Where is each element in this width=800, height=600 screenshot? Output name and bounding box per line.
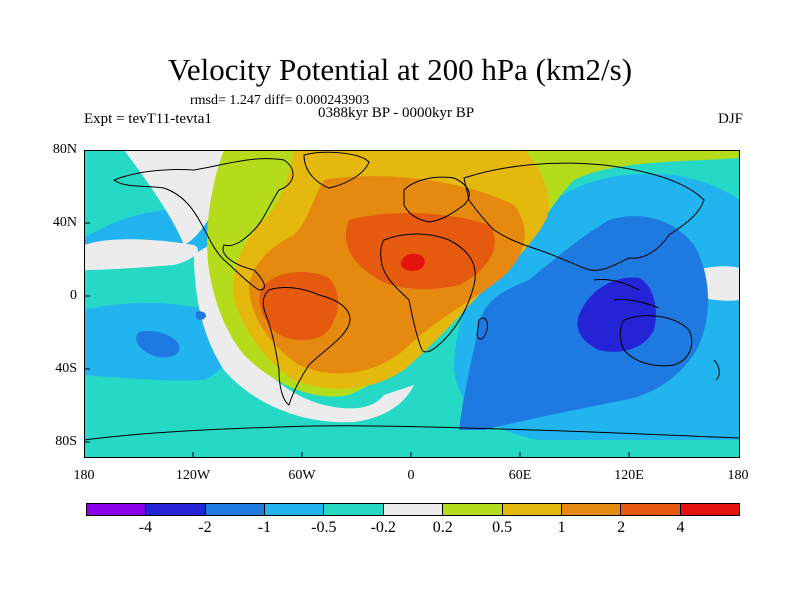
lat-label-80s: 80S [55, 434, 77, 449]
lon-label-120w: 120W [175, 468, 211, 483]
lat-label-80n: 80N [52, 142, 77, 157]
colorbar-cell [265, 504, 325, 515]
colorbar-cell [680, 504, 739, 515]
level-white-andes-band [194, 230, 414, 423]
colorbar-cell [502, 504, 562, 515]
level-dark-blue [577, 277, 656, 352]
lat-label-40n: 40N [52, 215, 77, 230]
colorbar-label: 0.5 [492, 519, 513, 536]
colorbar-label: 0.2 [432, 519, 453, 536]
colorbar-cell [621, 504, 681, 515]
level-white-west-band [84, 239, 198, 270]
coastline-madagascar [476, 317, 488, 340]
colorbar-label: -4 [138, 519, 153, 536]
coastline-north-america [113, 158, 294, 291]
colorbar-cell [87, 504, 147, 515]
map-title: Velocity Potential at 200 hPa (km2/s) [167, 52, 633, 87]
colorbar-label: -0.5 [311, 519, 337, 536]
colorbar-label: 2 [617, 519, 626, 536]
lat-label-0: 0 [70, 288, 77, 303]
colorbar [86, 503, 740, 516]
colorbar-cell [443, 504, 503, 515]
coastline-europe [403, 176, 470, 223]
axis-ticks [84, 150, 630, 458]
coastline-asia [463, 162, 705, 271]
statistics-text: rmsd= 1.247 diff= 0.000243903 [190, 93, 370, 108]
velocity-potential-map [84, 150, 740, 458]
colorbar-cell [205, 504, 266, 515]
coastline-south-america [262, 287, 351, 406]
contour-fill-layer [84, 150, 740, 458]
colorbar-label: 4 [676, 519, 685, 536]
lon-label-60e: 60E [508, 468, 532, 483]
colorbar-label: 1 [557, 519, 566, 536]
colorbar-cell [561, 504, 622, 515]
colorbar-label: -1 [257, 519, 272, 536]
lon-label-180w: 180 [73, 468, 95, 483]
level-red-orange-africa [345, 213, 495, 290]
colorbar-label: -0.2 [370, 519, 396, 536]
coastline-indonesia [593, 279, 660, 309]
coastline-antarctica [84, 425, 740, 441]
colorbar-label: -2 [198, 519, 212, 536]
coastline-africa [380, 233, 476, 353]
coastline-australia [619, 315, 693, 367]
level-red-orange-america [259, 271, 339, 341]
colorbar-cell [324, 504, 384, 515]
coastlines [84, 151, 740, 441]
lon-label-0: 0 [407, 468, 415, 483]
lon-label-120e: 120E [614, 468, 644, 483]
lat-label-40s: 40S [55, 361, 77, 376]
season-label: DJF [717, 111, 743, 127]
lon-label-60w: 60W [288, 468, 316, 483]
coastline-greenland [303, 151, 370, 189]
level-blue-small-patch [136, 330, 180, 358]
level-red-core [400, 253, 425, 272]
colorbar-cell [146, 504, 206, 515]
period-text: 0388kyr BP - 0000kyr BP [318, 105, 475, 121]
experiment-label: Expt = tevT11-tevta1 [84, 111, 212, 127]
level-blue-dot [196, 311, 206, 320]
lon-label-180e: 180 [727, 468, 749, 483]
coastline-new-zealand [713, 359, 720, 381]
colorbar-cell [383, 504, 444, 515]
